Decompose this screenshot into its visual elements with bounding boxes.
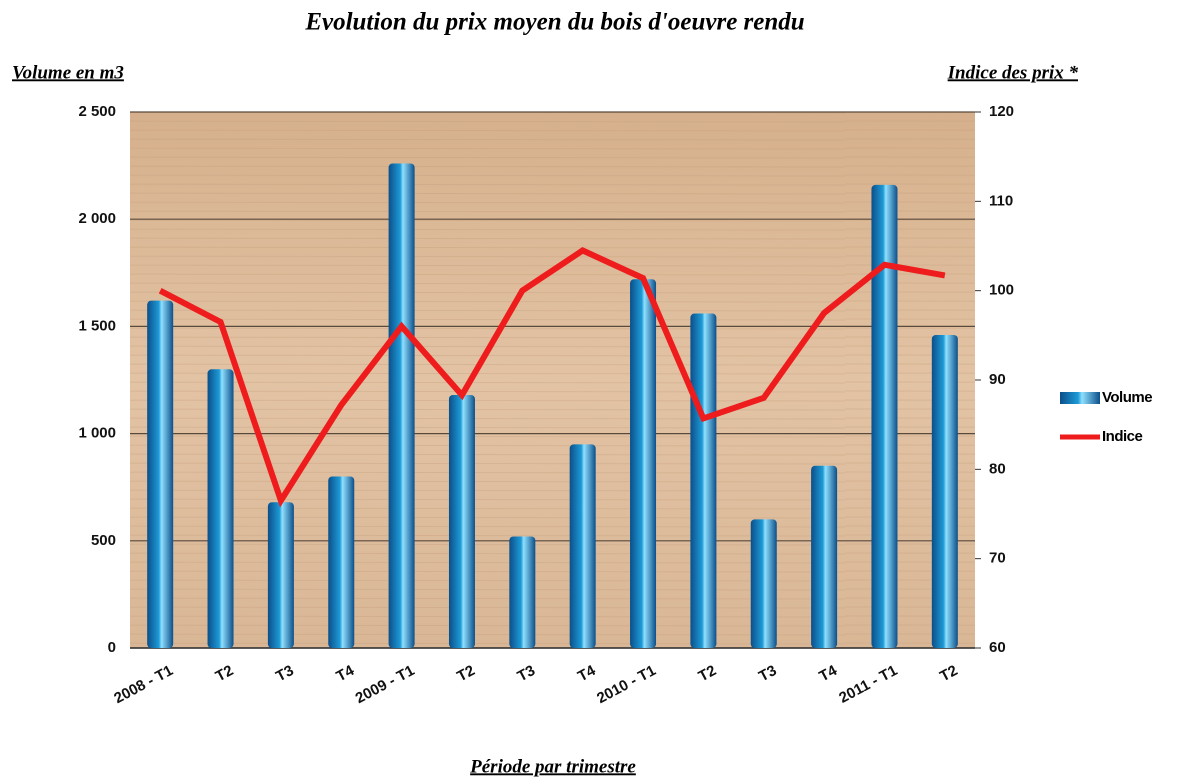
plot-texture <box>130 112 975 648</box>
y2-tick-label: 60 <box>989 639 1006 656</box>
y-tick-label: 1 000 <box>78 425 116 442</box>
bar <box>268 502 294 648</box>
chart: Evolution du prix moyen du bois d'oeuvre… <box>0 0 1191 781</box>
x-tick-label: T4 <box>575 662 599 686</box>
y2-tick-label: 90 <box>989 371 1006 388</box>
y-tick-label: 500 <box>91 532 116 549</box>
bar <box>328 476 354 648</box>
bar <box>690 314 716 648</box>
y2-tick-label: 70 <box>989 550 1006 567</box>
x-tick-label: 2010 - T1 <box>594 662 659 707</box>
page: {"chart_data": { "type": "bar-line", "ti… <box>0 0 1191 781</box>
x-axis-title: Période par trimestre <box>469 756 636 777</box>
bar <box>932 335 958 648</box>
bar <box>208 369 234 648</box>
x-tick-label: T3 <box>273 662 296 685</box>
legend-swatch <box>1060 392 1100 404</box>
y2-tick-label: 120 <box>989 103 1014 120</box>
bar <box>389 163 415 648</box>
bar <box>630 279 656 648</box>
legend-label: Volume <box>1102 389 1152 406</box>
x-tick-label: T4 <box>334 662 358 686</box>
y2-tick-label: 80 <box>989 460 1006 477</box>
y-tick-label: 2 500 <box>78 103 116 120</box>
y-axis-title: Volume en m3 <box>12 62 124 83</box>
x-tick-label: T2 <box>696 662 719 685</box>
y2-tick-label: 110 <box>989 192 1013 209</box>
bar <box>811 466 837 648</box>
x-tick-label: T2 <box>213 662 236 685</box>
legend-label: Indice <box>1102 428 1143 445</box>
y-tick-label: 0 <box>108 639 116 656</box>
y-tick-label: 1 500 <box>78 317 116 334</box>
bar <box>871 185 897 648</box>
x-tick-label: 2009 - T1 <box>353 662 418 707</box>
bar <box>751 519 777 648</box>
bar <box>449 395 475 648</box>
bar <box>147 301 173 648</box>
x-tick-label: T2 <box>937 662 960 685</box>
x-tick-label: 2011 - T1 <box>836 662 900 707</box>
x-tick-label: T3 <box>515 662 538 685</box>
y-tick-label: 2 000 <box>78 210 116 227</box>
y2-axis-title: Indice des prix * <box>947 62 1079 83</box>
bar <box>509 537 535 648</box>
x-tick-label: T4 <box>816 662 840 686</box>
bar <box>570 444 596 648</box>
x-tick-label: T2 <box>454 662 477 685</box>
x-tick-label: T3 <box>756 662 779 685</box>
chart-title: Evolution du prix moyen du bois d'oeuvre… <box>304 9 804 36</box>
y2-tick-label: 100 <box>989 282 1014 299</box>
x-tick-label: 2008 - T1 <box>111 662 176 707</box>
